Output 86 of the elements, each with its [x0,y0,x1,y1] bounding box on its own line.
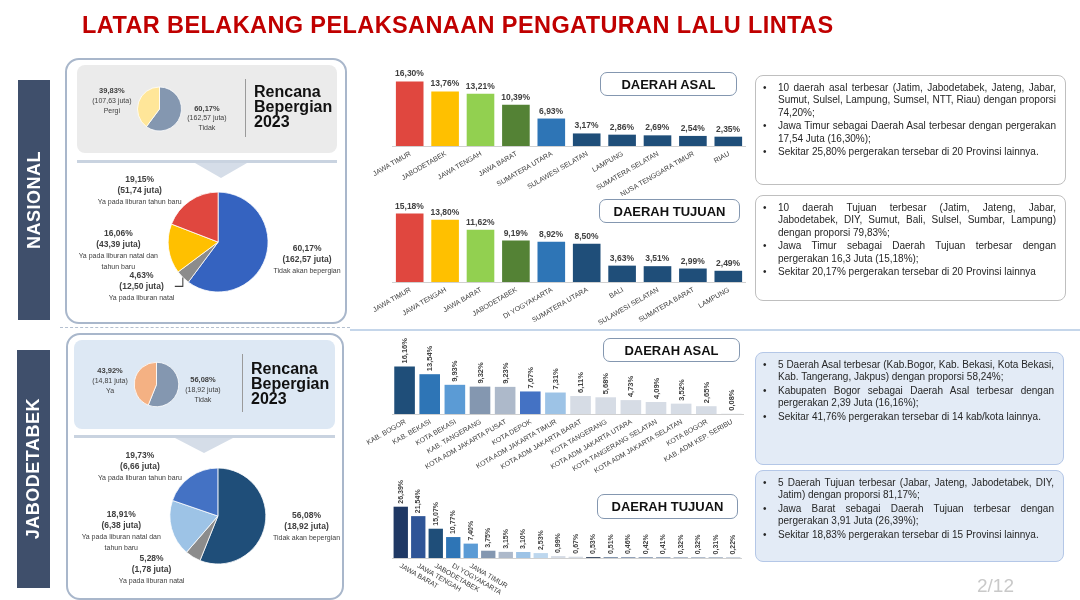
bar [670,403,692,414]
bar [679,268,707,282]
text: Rencana Bepergian 2023 [251,360,331,407]
bar [469,386,491,414]
data-label: 4,63% (12,50 juta) [119,270,164,292]
bar [519,391,541,414]
data-label: 13,80% [430,206,460,217]
bar [679,135,707,146]
bar [695,406,717,414]
bar [714,136,743,146]
bar [714,270,743,282]
data-label: 2,99% [680,255,706,266]
data-label: 19,15% (51,74 juta) [117,173,163,195]
bar [620,400,642,414]
bar [431,219,459,282]
data-label: 5,28% (1,78 juta) [131,552,172,574]
data-label: 19,73% (6,66 juta) [120,450,160,472]
bar [572,133,601,146]
bar [393,506,408,558]
text: • Sekitar 20,17% pergerakan tersebar di 20 Provinsi lainnya [763,266,1036,279]
text: LATAR BELAKANG PELAKSANAAN PENGATURAN LALU LINTAS [82,12,834,39]
bar [572,243,601,282]
text: • Jawa Barat sebagai Daerah Tujuan terbesar dengan pergerakan 3,91 Juta (26,39%); [763,502,1054,527]
bar [395,81,424,146]
data-label: 2,49% [716,257,741,268]
data-label: 15,18% [395,200,425,211]
bar [502,240,530,282]
text: • Sekitar 41,76% pergerakan tersebar di 14 kab/kota lainnya. [763,410,1041,424]
data-label: 13,21% [465,80,496,91]
text: • 5 Daerah Tujuan terbesar (Jabar, Jateng, Jabodetabek, DIY, Jatim) dengan proporsi 81,17%; [763,477,1054,501]
data-label: 3,63% [609,252,635,263]
bar [466,229,495,282]
bar [537,241,566,282]
bar [394,366,415,414]
data-label: 56,08% (18,92 juta) [284,509,329,531]
text: • Jawa Timur sebagai Daerah Asal terbesar dengan pergerakan 17,54 Juta (16,30%); [763,120,1056,144]
bar [643,135,672,146]
bar [608,265,636,282]
bar [444,384,466,414]
data-label: 60,17% (162,57 juta) [282,243,332,265]
bar [545,392,566,414]
data-label: 6,93% [539,105,564,116]
text: • 10 daerah Tujuan terbesar (Jatim, Jateng, Jabar, Jabodetabek, DIY, Sumut, Bali, Sulsel, Sumbar, Lampung) dengan proporsi 79,83%; [763,202,1056,238]
bar [428,528,443,558]
data-label: 16,06% (43,39 juta) [96,228,141,250]
bar [419,374,441,414]
bar [516,551,531,558]
bar [395,213,424,282]
data-label: 10,39% [501,91,531,102]
bar [570,396,591,414]
bar [411,516,426,558]
data-label: 8,92% [539,228,564,239]
bar [431,91,459,146]
data-label: 3,51% [645,253,670,264]
bar [463,543,478,558]
text: • Kabupaten Bogor sebagai Daerah Asal terbesar dengan pergerakan 2,39 Juta (16,16%); [763,384,1054,409]
bar [502,104,530,146]
data-label: 8,50% [574,230,599,241]
text: NASIONAL [23,151,45,249]
data-label: 13,76% [430,78,460,89]
data-label: 2,54% [680,122,706,133]
data-label: 18,91% (6,38 juta) [101,508,142,530]
bar [643,266,672,282]
bar [595,397,617,414]
data-label: 16,30% [395,68,425,79]
text: • Jawa Timur sebagai Daerah Tujuan terbesar dengan pergerakan 16,3 Juta (15,18%); [763,240,1056,264]
data-label: 2,69% [645,122,670,133]
bar [533,553,548,558]
text: • Sekitar 18,83% pergerakan tersebar di 15 Provinsi lainnya. [763,528,1039,542]
bar [537,118,566,146]
bar [645,401,667,414]
bar [608,134,636,146]
data-label: 11,62% [466,216,495,227]
data-label: 2,86% [609,121,635,132]
data-label: 3,17% [574,120,599,131]
data-label: 2,35% [716,123,741,134]
bar [446,537,461,558]
text: • 5 Daerah Asal terbesar (Kab.Bogor, Kab. Bekasi, Kota Bekasi, Kab. Tangerang, Jakpus) dengan proporsi 58,24%; [763,359,1054,383]
bar [481,550,496,558]
bar [498,551,513,558]
text: Rencana Bepergian 2023 [254,83,334,130]
bar [466,93,495,146]
text: • 10 daerah asal terbesar (Jatim, Jabodetabek, Jateng, Jabar, Sumut, Sulsel, Lampung, Sumsel, NTT, Riau) dengan proporsi 74,20%; [763,82,1056,118]
text: • Sekitar 25,80% pergerakan tersebar di 20 Provinsi lainnya. [763,146,1039,159]
bar [494,386,516,414]
data-label: 9,19% [503,227,529,238]
